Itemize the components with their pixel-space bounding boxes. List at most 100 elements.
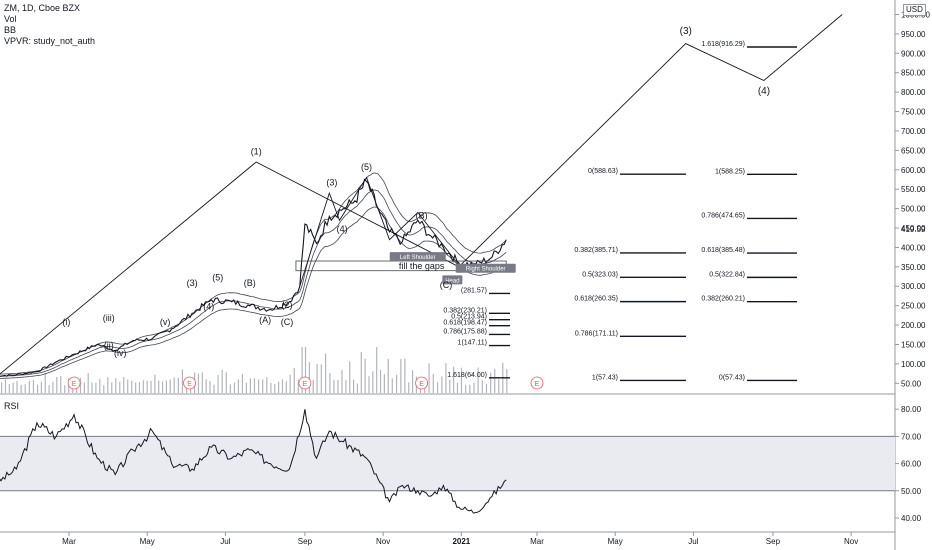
wave-label: (5) [212,272,223,282]
volume-bar [52,381,54,393]
volume-bar [142,380,144,393]
volume-bar [209,381,211,393]
volume-bar [320,364,322,393]
volume-bar [400,359,402,393]
volume-bar [79,377,82,393]
volume-bar [99,378,101,393]
price-line [0,178,507,377]
earnings-marker [183,376,196,390]
currency-badge[interactable]: USD [903,4,926,16]
elliott-inner-wave [299,176,460,287]
volume-bar [36,384,39,393]
volume-bar [4,379,7,393]
volume-bar [465,385,467,393]
volume-bar [325,353,327,393]
volume-bar [376,347,378,393]
time-axis-label: Nov [376,537,390,546]
volume-bar [12,382,14,393]
volume-bar [95,382,97,393]
volume-bar [395,374,398,393]
volume-bar [353,379,355,393]
pattern-label: Head [445,278,459,284]
volume-bar [337,380,339,393]
price-axis-label: 550.00 [901,185,926,194]
price-axis-label: 700.00 [901,127,926,136]
price-series [0,178,507,377]
volume-bar [237,379,240,393]
fib-mid-label: 0.618(385.48) [701,247,745,254]
fib-left-label: 0.382(385.71) [574,247,618,254]
wave-label: (4) [203,302,214,312]
rsi-axis-label: 50.00 [901,487,922,496]
volume-bar [161,381,164,393]
price-axis-label: 850.00 [901,69,926,78]
bb-upper-line [0,172,507,375]
rsi-pane-label[interactable]: RSI [4,401,20,411]
earnings-marker [67,376,81,390]
volume-bar [498,379,500,393]
price-axis-label: 450.00 [901,224,926,233]
elliott-wave-drawings [0,14,843,375]
earnings-marker [298,376,312,390]
earnings-marker-label: E [72,381,77,388]
volume-bar [28,380,30,393]
vpvr-indicator-label[interactable]: VPVR: study_not_auth [4,36,96,46]
volume-bar [460,367,463,393]
rsi-line [0,409,507,514]
fib-left-label: 0.5(323.03) [582,271,618,278]
volume-bar [506,369,508,393]
volume-bar [301,347,303,393]
volume-bar [201,372,203,393]
volume-bar [262,379,264,393]
earnings-marker [530,376,544,390]
wave-label: (2) [281,300,292,310]
volume-bar [138,381,141,393]
bollinger-bands [0,172,507,379]
volume-bar [119,381,121,393]
volume-bar [135,382,137,393]
volume-bar [115,378,117,393]
time-axis-label: Sep [766,537,781,546]
wave-label: (3) [326,177,337,187]
time-axis-label: 2021 [452,537,470,546]
time-axis-label: Jul [220,537,230,546]
time-axis-label: Nov [844,537,858,546]
volume-bar [241,374,244,393]
volume-bar [490,372,492,393]
volume-bar [289,374,291,393]
wave-label: (3) [187,278,198,288]
earnings-marker-label: E [419,381,424,388]
volume-bar [436,382,439,393]
earnings-marker-label: E [187,381,192,388]
volume-bar [177,378,179,393]
volume-bar [249,378,251,393]
volume-bar [453,366,455,393]
vol-indicator-label[interactable]: Vol [4,14,17,24]
volume-bar [485,383,488,393]
fib-mid-label: 0.382(260.21) [701,296,745,303]
fib-left-label: 1(57.43) [592,374,618,381]
volume-bar [16,381,18,393]
fib-left-label: 0(588.63) [588,168,618,175]
volume-bar [257,379,260,393]
volume-bar [312,379,314,393]
bb-indicator-label[interactable]: BB [4,25,17,35]
pattern-label: Left Shoulder [400,255,436,261]
volume-bar [308,362,310,393]
volume-bar [477,367,479,393]
wave-label: (4) [337,224,348,234]
fib-mid-label: 0(57.43) [719,374,745,381]
price-axis-label: 150.00 [901,340,926,349]
volume-bar [469,384,471,393]
volume-bar [270,383,272,393]
symbol-title[interactable]: ZM, 1D, Cboe BZX [4,3,81,13]
time-axis-label: Mar [62,537,76,546]
volume-bar [274,384,276,393]
volume-bar [131,380,133,393]
rsi-axis-label: 70.00 [901,432,922,441]
volume-bar [481,380,483,393]
elliott-primary-wave [0,14,843,375]
volume-bar [316,363,318,393]
price-axis-label: 50.00 [901,379,922,388]
